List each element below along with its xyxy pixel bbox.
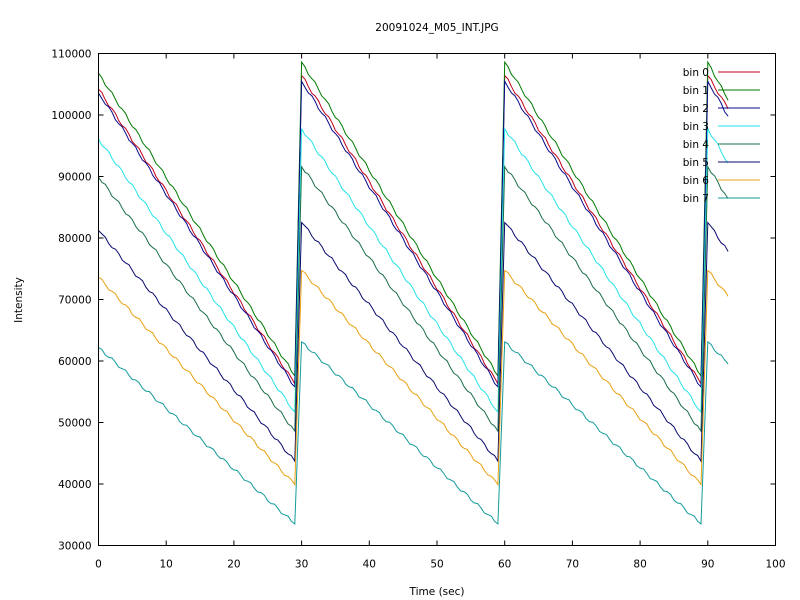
- x-tick-label: 50: [430, 559, 443, 571]
- legend-label: bin 5: [683, 157, 709, 169]
- x-tick-label: 90: [701, 559, 714, 571]
- series-line-bin-6: [98, 269, 729, 487]
- y-tick-label: 90000: [58, 172, 91, 184]
- chart-title: 20091024_M05_INT.JPG: [375, 22, 498, 34]
- legend-label: bin 4: [683, 139, 710, 151]
- y-tick-label: 40000: [58, 479, 91, 491]
- legend-label: bin 6: [683, 175, 710, 187]
- x-tick-label: 10: [160, 559, 173, 571]
- y-tick-label: 50000: [58, 418, 91, 430]
- x-tick-label: 80: [633, 559, 646, 571]
- series-line-bin-0: [98, 74, 729, 386]
- legend-label: bin 7: [683, 193, 709, 205]
- legend-label: bin 1: [683, 85, 709, 97]
- x-tick-label: 30: [295, 559, 308, 571]
- legend-label: bin 3: [683, 121, 709, 133]
- axis-ticks: 0 10 20 30 40 50 60 70 80 90 100 30000 40000 50000 600…: [51, 49, 785, 571]
- y-tick-label: 70000: [58, 295, 91, 307]
- y-tick-label: 60000: [58, 356, 91, 368]
- y-tick-label: 110000: [51, 49, 91, 61]
- x-tick-label: 0: [95, 559, 102, 571]
- plot-frame: [98, 53, 776, 546]
- y-tick-label: 80000: [58, 233, 91, 245]
- series-line-bin-3: [98, 128, 729, 414]
- legend: bin 0 bin 1 bin 2 bin 3 bin 4 bin 5 bin 6 bin 7: [683, 67, 760, 205]
- x-tick-label: 70: [566, 559, 579, 571]
- series-line-bin-1: [98, 60, 729, 378]
- legend-label: bin 0: [683, 67, 709, 79]
- y-tick-label: 100000: [51, 110, 91, 122]
- y-axis-label: Intensity: [13, 277, 25, 323]
- series-line-bin-2: [98, 79, 729, 389]
- x-axis-label: Time (sec): [409, 586, 465, 598]
- series-line-bin-7: [98, 340, 729, 526]
- x-tick-label: 40: [363, 559, 376, 571]
- y-tick-label: 30000: [58, 541, 91, 553]
- legend-label: bin 2: [683, 103, 709, 115]
- series-line-bin-4: [98, 164, 729, 433]
- x-tick-label: 20: [227, 559, 240, 571]
- series-line-bin-5: [98, 221, 729, 463]
- series-lines: [98, 60, 729, 526]
- x-tick-label: 60: [498, 559, 511, 571]
- x-tick-label: 100: [765, 559, 785, 571]
